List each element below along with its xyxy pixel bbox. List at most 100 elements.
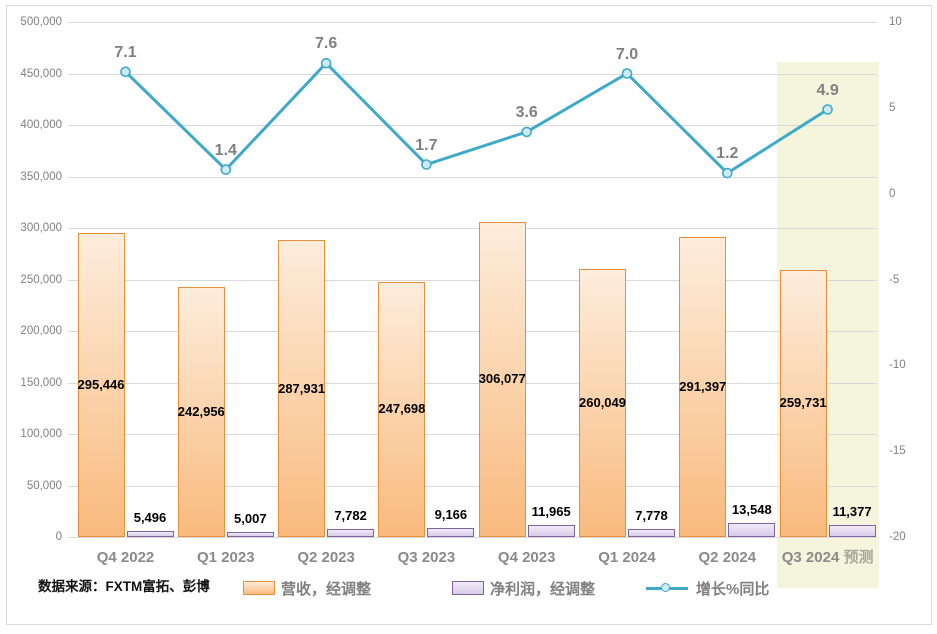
left-axis-tick-label: 350,000 <box>20 170 62 183</box>
growth-point-marker <box>120 66 131 78</box>
growth-point-marker <box>421 159 432 170</box>
growth-point-marker <box>320 57 332 69</box>
gridline <box>68 434 877 435</box>
net-profit-bar <box>527 524 575 537</box>
net-profit-value-label: 11,377 <box>832 504 872 520</box>
growth-value-label: 1.2 <box>716 145 739 163</box>
left-axis-tick-label: 200,000 <box>20 325 62 337</box>
revenue-value-label: 291,397 <box>679 378 727 394</box>
revenue-value-label: 287,931 <box>278 380 326 396</box>
revenue-value-label: 306,077 <box>478 371 526 387</box>
left-axis-tick-label: 50,000 <box>26 479 62 492</box>
left-axis-tick-label: 400,000 <box>20 119 62 131</box>
revenue-bar <box>177 286 225 537</box>
x-axis-label: Q1 2023 <box>166 548 286 568</box>
legend-item: 增长%同比 <box>646 577 769 599</box>
revenue-value-label: 247,698 <box>378 401 426 417</box>
net-profit-bar <box>126 531 174 537</box>
left-axis-tick-label: 500,000 <box>20 16 62 28</box>
net-profit-bar <box>327 529 375 537</box>
x-axis-label: Q2 2023 <box>266 548 386 568</box>
x-axis-label-text: Q3 2024 <box>781 549 840 566</box>
forecast-suffix-label: 预测 <box>839 549 874 566</box>
gridline <box>68 485 877 487</box>
x-axis-label: Q4 2023 <box>467 548 587 568</box>
left-axis-tick-label: 0 <box>55 531 62 543</box>
growth-point-marker <box>822 104 833 115</box>
growth-value-label: 1.7 <box>415 136 438 154</box>
x-axis-label-text: Q3 2023 <box>397 549 456 566</box>
legend-item: 净利润，经调整 <box>452 577 595 599</box>
net-profit-value-label: 5,496 <box>133 510 167 526</box>
growth-point-marker <box>220 164 232 175</box>
left-axis-tick-label: 150,000 <box>20 376 62 389</box>
gridline <box>68 22 877 23</box>
gridline <box>68 279 877 281</box>
x-axis-label-text: Q4 2022 <box>96 549 155 566</box>
net-profit-bar <box>828 525 876 537</box>
revenue-bar <box>278 240 326 537</box>
right-axis-tick-label: 10 <box>889 16 902 28</box>
growth-value-label: 7.6 <box>314 35 338 53</box>
legend-line-marker-growth <box>646 581 688 595</box>
revenue-bar <box>679 236 727 537</box>
net-profit-value-label: 11,965 <box>531 503 571 519</box>
right-axis-tick-label: -15 <box>889 445 906 458</box>
left-axis-tick-label: 100,000 <box>20 428 62 440</box>
growth-point-marker <box>521 126 533 138</box>
growth-point-marker <box>721 167 733 179</box>
growth-line <box>124 61 829 176</box>
x-axis-label: Q2 2024 <box>667 548 787 568</box>
legend: 营收，经调整 净利润，经调整 增长%同比 <box>0 577 937 599</box>
growth-value-label: 7.0 <box>615 45 639 63</box>
revenue-value-label: 295,446 <box>77 376 125 392</box>
gridline <box>68 537 877 538</box>
legend-label: 营收，经调整 <box>281 580 372 598</box>
revenue-bar <box>378 281 426 537</box>
net-profit-bar <box>728 523 776 537</box>
growth-line-series <box>120 57 833 179</box>
growth-value-label: 3.6 <box>515 103 538 121</box>
legend-label: 增长%同比 <box>696 580 770 598</box>
right-axis-tick-label: 0 <box>889 187 896 200</box>
x-axis-label-text: Q2 2023 <box>297 549 355 566</box>
growth-value-label: 7.1 <box>114 43 137 61</box>
x-axis-label-text: Q2 2024 <box>698 549 757 566</box>
growth-point-marker <box>621 68 633 79</box>
legend-swatch-net-profit <box>452 581 484 595</box>
growth-value-label: 1.4 <box>214 141 237 159</box>
gridline <box>68 382 877 384</box>
gridline <box>68 228 877 229</box>
x-axis-label: Q3 2024 预测 <box>768 548 888 568</box>
gridline <box>68 125 877 126</box>
gridline <box>68 176 877 178</box>
revenue-value-label: 259,731 <box>779 395 827 411</box>
left-axis-tick-label: 450,000 <box>20 67 62 80</box>
net-profit-value-label: 7,782 <box>334 508 367 523</box>
legend-line-dot <box>661 583 670 592</box>
revenue-value-label: 242,956 <box>177 403 225 419</box>
x-axis-label-text: Q1 2024 <box>598 549 656 566</box>
gridline <box>68 73 877 75</box>
legend-label: 净利润，经调整 <box>490 580 596 598</box>
right-axis-tick-label: 5 <box>889 101 896 114</box>
right-axis-tick-label: -20 <box>889 531 906 543</box>
growth-value-label: 4.9 <box>816 81 839 99</box>
x-axis-label: Q4 2022 <box>66 548 186 568</box>
net-profit-value-label: 9,166 <box>434 506 468 522</box>
gridline <box>68 331 877 332</box>
net-profit-bar <box>427 527 475 537</box>
revenue-bar <box>579 269 626 537</box>
left-axis-tick-label: 250,000 <box>20 273 62 286</box>
right-axis-tick-label: -10 <box>889 359 906 372</box>
net-profit-value-label: 7,778 <box>635 508 668 523</box>
revenue-bar <box>77 232 125 537</box>
chart-outer-border <box>6 5 932 625</box>
legend-item: 营收，经调整 <box>243 577 371 599</box>
x-axis-label: Q3 2023 <box>366 548 486 568</box>
source-note: 数据来源：FXTM富拓、彭博 <box>38 579 210 594</box>
legend-swatch-revenue <box>243 581 275 595</box>
x-axis-label-text: Q1 2023 <box>197 549 255 566</box>
net-profit-bar <box>226 531 274 537</box>
revenue-bar <box>779 269 827 537</box>
